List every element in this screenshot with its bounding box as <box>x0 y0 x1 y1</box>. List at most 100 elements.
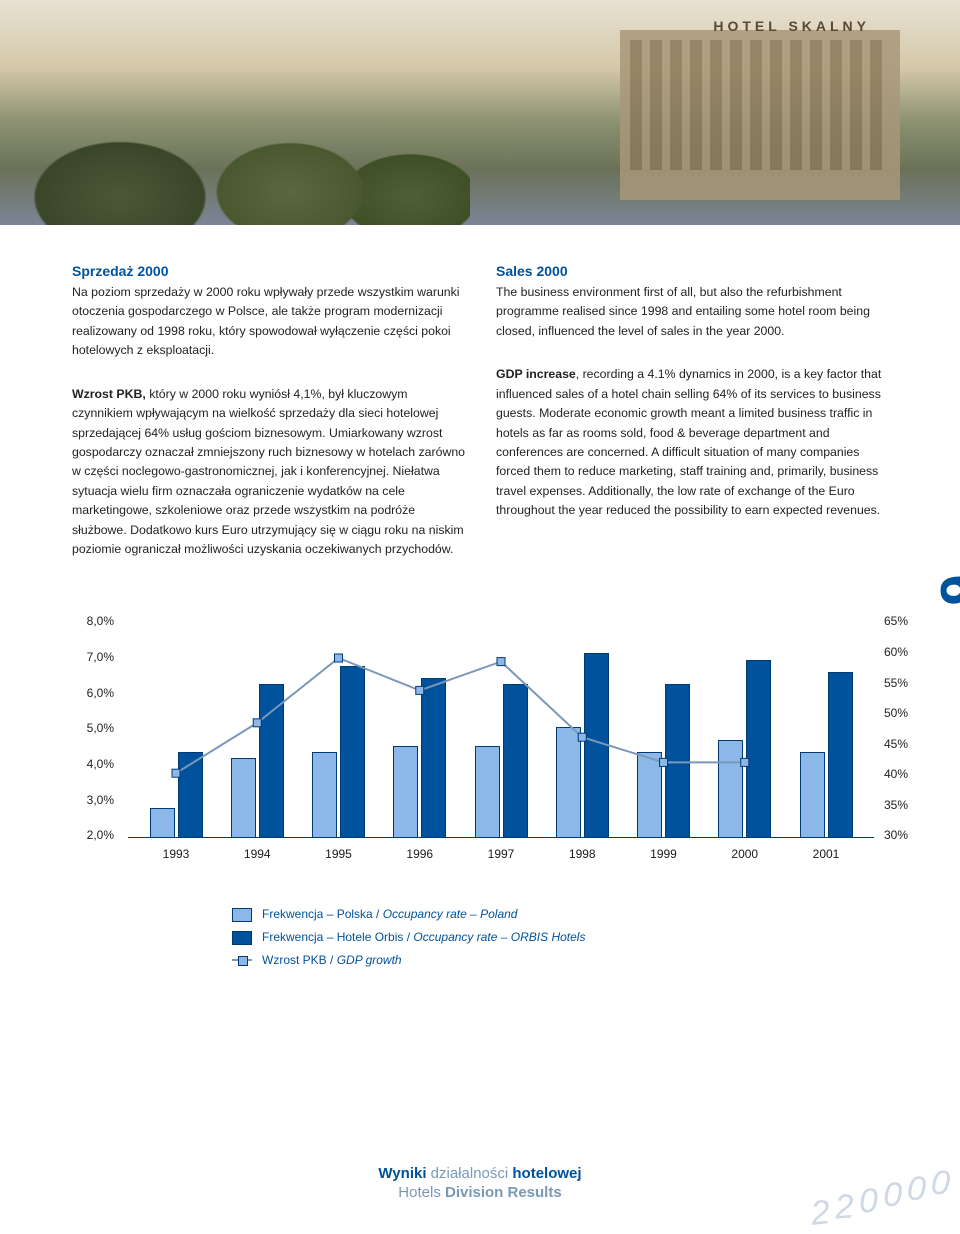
legend1-text: Frekwencja – Polska / <box>262 907 383 921</box>
bar-orbis <box>584 653 609 838</box>
legend3-italic: GDP growth <box>337 953 402 967</box>
y-right-tick: 65% <box>884 615 924 627</box>
x-tick: 2000 <box>717 847 773 861</box>
bar-group <box>798 672 854 839</box>
heading-right: Sales 2000 <box>496 263 892 279</box>
y-right-tick: 30% <box>884 829 924 841</box>
swatch-light-icon <box>232 908 252 922</box>
left-p1: Na poziom sprzedaży w 2000 roku wpływały… <box>72 283 468 361</box>
y-right-tick: 50% <box>884 707 924 719</box>
bar-poland <box>312 752 337 838</box>
y-left-tick: 8,0% <box>72 615 114 627</box>
watermark-digit: 0 <box>859 1182 879 1222</box>
legend-row-poland: Frekwencja – Polska / Occupancy rate – P… <box>232 903 892 926</box>
y-left-tick: 4,0% <box>72 758 114 770</box>
x-tick: 2001 <box>798 847 854 861</box>
footer-pl-mid: działalności <box>427 1165 513 1182</box>
page-number: 9 <box>928 575 960 606</box>
y-left-tick: 5,0% <box>72 722 114 734</box>
legend-row-orbis: Frekwencja – Hotele Orbis / Occupancy ra… <box>232 926 892 949</box>
y-left-tick: 7,0% <box>72 651 114 663</box>
bar-orbis <box>665 684 690 838</box>
x-axis-labels: 1993 1994 1995 1996 1997 1998 1999 2000 2001 <box>148 847 854 861</box>
hotel-sign: HOTEL SKALNY <box>713 18 870 34</box>
chart-legend: Frekwencja – Polska / Occupancy rate – P… <box>232 903 892 971</box>
legend2-italic: Occupancy rate – ORBIS Hotels <box>413 930 585 944</box>
y-axis-right: 65% 60% 55% 50% 45% 40% 35% 30% <box>884 615 924 841</box>
bar-orbis <box>503 684 528 838</box>
left-p2-lead: Wzrost PKB, <box>72 387 146 401</box>
watermark-digit: 0 <box>906 1170 926 1210</box>
footer-pl-bold2: hotelowej <box>512 1165 581 1182</box>
bar-poland <box>393 746 418 839</box>
x-tick: 1998 <box>554 847 610 861</box>
bar-group <box>311 666 367 839</box>
bars-container <box>148 622 854 838</box>
bar-poland <box>150 808 175 839</box>
bar-orbis <box>746 660 771 839</box>
left-column: Sprzedaż 2000 Na poziom sprzedaży w 2000… <box>72 263 468 559</box>
y-axis-left: 8,0% 7,0% 6,0% 5,0% 4,0% 3,0% 2,0% <box>72 615 114 841</box>
header-photo: HOTEL SKALNY <box>0 0 960 225</box>
y-left-tick: 3,0% <box>72 794 114 806</box>
right-column: Sales 2000 The business environment firs… <box>496 263 892 559</box>
occupancy-gdp-chart: 8,0% 7,0% 6,0% 5,0% 4,0% 3,0% 2,0% 65% 60% 55% 50… <box>72 615 924 885</box>
bar-orbis <box>828 672 853 839</box>
right-p1: The business environment first of all, b… <box>496 283 892 341</box>
watermark-year: 220000 <box>811 1180 950 1219</box>
bar-orbis <box>421 678 446 838</box>
y-left-tick: 2,0% <box>72 829 114 841</box>
x-tick: 1996 <box>392 847 448 861</box>
watermark-digit: 0 <box>930 1163 952 1203</box>
x-tick: 1995 <box>311 847 367 861</box>
left-p2: Wzrost PKB, który w 2000 roku wyniósł 4,… <box>72 385 468 560</box>
legend2-text: Frekwencja – Hotele Orbis / <box>262 930 413 944</box>
header-building <box>620 30 900 200</box>
footer-pl-bold1: Wyniki <box>378 1165 426 1182</box>
swatch-line-icon <box>232 953 252 967</box>
x-tick: 1993 <box>148 847 204 861</box>
watermark-digit: 2 <box>834 1187 856 1227</box>
left-p2-body: który w 2000 roku wyniósł 4,1%, był kluc… <box>72 387 465 556</box>
legend1-italic: Occupancy rate – Poland <box>383 907 518 921</box>
bar-poland <box>475 746 500 839</box>
bar-group <box>473 684 529 838</box>
bar-poland <box>718 740 743 839</box>
bar-group <box>229 684 285 838</box>
plot-area <box>128 622 874 838</box>
y-right-tick: 60% <box>884 646 924 658</box>
x-tick: 1997 <box>473 847 529 861</box>
x-tick: 1994 <box>229 847 285 861</box>
bar-group <box>392 678 448 838</box>
bar-poland <box>637 752 662 838</box>
y-right-tick: 55% <box>884 677 924 689</box>
legend3-text: Wzrost PKB / <box>262 953 337 967</box>
bar-group <box>717 660 773 839</box>
heading-left: Sprzedaż 2000 <box>72 263 468 279</box>
watermark-digit: 0 <box>883 1176 902 1215</box>
bar-group <box>554 653 610 838</box>
footer-en-pre: Hotels <box>398 1184 445 1201</box>
header-trees <box>0 117 470 225</box>
swatch-dark-icon <box>232 931 252 945</box>
bar-orbis <box>178 752 203 838</box>
right-p2: GDP increase, recording a 4.1% dynamics … <box>496 365 892 520</box>
y-right-tick: 35% <box>884 799 924 811</box>
x-tick: 1999 <box>636 847 692 861</box>
y-left-tick: 6,0% <box>72 687 114 699</box>
right-p2-body: , recording a 4.1% dynamics in 2000, is … <box>496 367 881 517</box>
watermark-digit: 2 <box>809 1193 832 1234</box>
bar-poland <box>556 727 581 838</box>
y-right-tick: 45% <box>884 738 924 750</box>
y-right-tick: 40% <box>884 768 924 780</box>
bar-group <box>148 752 204 838</box>
bar-orbis <box>259 684 284 838</box>
footer-en-bold: Division Results <box>445 1184 562 1201</box>
bar-orbis <box>340 666 365 839</box>
bar-group <box>636 684 692 838</box>
text-columns: Sprzedaż 2000 Na poziom sprzedaży w 2000… <box>72 263 892 559</box>
bar-poland <box>800 752 825 838</box>
bar-poland <box>231 758 256 838</box>
right-p2-lead: GDP increase <box>496 367 576 381</box>
legend-row-gdp: Wzrost PKB / GDP growth <box>232 949 892 972</box>
